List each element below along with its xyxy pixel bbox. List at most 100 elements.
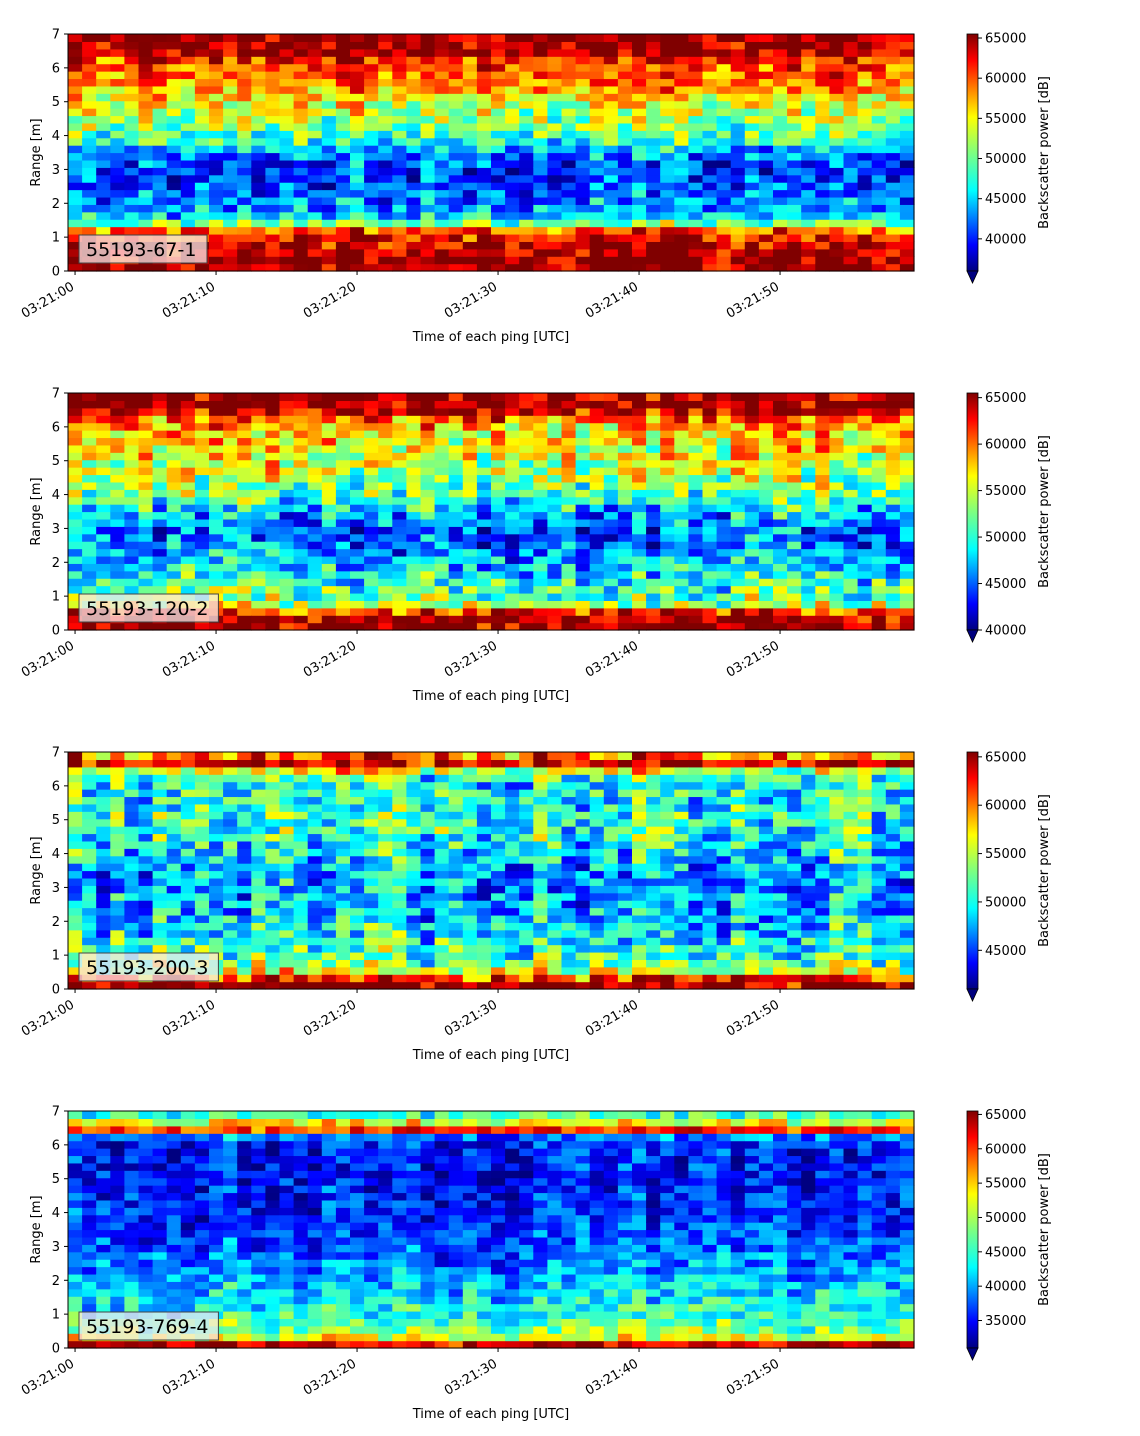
heatmap-cell [265, 578, 281, 587]
heatmap-cell [265, 944, 281, 953]
heatmap-cell [575, 518, 591, 527]
heatmap-cell [462, 511, 478, 520]
heatmap-cell [476, 400, 492, 409]
heatmap-cell [321, 752, 337, 761]
heatmap-cell [307, 563, 323, 572]
heatmap-cell [617, 71, 633, 80]
heatmap-cell [138, 137, 154, 146]
colorbar-tick-label: 40000 [985, 624, 1026, 639]
heatmap-cell [899, 34, 915, 43]
heatmap-cell [505, 481, 520, 490]
heatmap-cell [815, 48, 830, 57]
heatmap-cell [632, 71, 647, 80]
heatmap-cell [815, 496, 830, 505]
heatmap-cell [265, 840, 281, 849]
heatmap-cell [773, 108, 788, 117]
heatmap-cell [519, 467, 534, 476]
heatmap-cell [406, 130, 422, 139]
heatmap-cell [561, 622, 577, 631]
heatmap-cell [519, 189, 534, 198]
heatmap-cell [237, 248, 252, 257]
heatmap-cell [744, 85, 760, 94]
heatmap-cell [110, 63, 125, 72]
heatmap-cell [589, 541, 605, 550]
heatmap-cell [96, 430, 111, 439]
heatmap-cell [378, 585, 393, 594]
heatmap-cell [124, 541, 140, 550]
heatmap-cell [180, 211, 196, 220]
heatmap-cell [674, 437, 689, 446]
heatmap-cell [632, 78, 647, 87]
heatmap-cell [716, 600, 732, 609]
heatmap-cell [491, 182, 506, 191]
heatmap-cell [209, 885, 224, 894]
heatmap-cell [547, 108, 563, 117]
heatmap-cell [603, 182, 619, 191]
heatmap-cell [547, 189, 563, 198]
heatmap-cell [321, 182, 337, 191]
heatmap-cell [632, 263, 647, 272]
heatmap-cell [392, 145, 407, 154]
heatmap-cell [491, 848, 506, 857]
heatmap-cell [293, 966, 309, 975]
heatmap-cell [251, 511, 266, 520]
heatmap-cell [843, 256, 859, 265]
heatmap-cell [307, 555, 323, 564]
heatmap-cell [378, 563, 393, 572]
heatmap-cell [801, 34, 816, 43]
heatmap-cell [448, 122, 464, 131]
colorbar-tick-label: 45000 [985, 577, 1026, 592]
heatmap-cell [505, 145, 520, 154]
heatmap-cell [533, 533, 548, 542]
heatmap-cell [646, 204, 661, 213]
heatmap-cell [603, 204, 619, 213]
heatmap-cell [194, 93, 210, 102]
heatmap-cell [899, 100, 915, 109]
heatmap-cell [279, 759, 295, 768]
heatmap-cell [702, 533, 718, 542]
heatmap-cell [787, 555, 802, 564]
heatmap-cell [406, 870, 422, 879]
heatmap-cell [124, 855, 140, 864]
heatmap-cell [350, 182, 365, 191]
heatmap-cell [420, 93, 436, 102]
heatmap-cell [575, 415, 591, 424]
heatmap-cell [321, 48, 337, 57]
heatmap-cell [307, 877, 323, 886]
heatmap-cell [871, 467, 887, 476]
heatmap-cell [688, 467, 704, 476]
heatmap-cell [279, 452, 295, 461]
heatmap-cell [702, 115, 718, 124]
heatmap-cell [857, 496, 873, 505]
heatmap-cell [491, 452, 506, 461]
heatmap-cell [152, 152, 168, 161]
heatmap-cell [505, 407, 520, 416]
heatmap-cell [265, 555, 281, 564]
heatmap-cell [406, 563, 422, 572]
heatmap-cell [152, 578, 168, 587]
heatmap-cell [716, 578, 732, 587]
heatmap-cell [321, 78, 337, 87]
heatmap-cell [138, 811, 154, 820]
heatmap-cell [321, 877, 337, 886]
heatmap-cell [420, 489, 436, 498]
heatmap-cell [237, 145, 252, 154]
heatmap-cell [561, 541, 577, 550]
heatmap-cell [350, 71, 365, 80]
heatmap-cell [462, 541, 478, 550]
heatmap-cell [462, 152, 478, 161]
heatmap-cell [773, 263, 788, 272]
heatmap-cell [82, 578, 97, 587]
heatmap-cell [293, 233, 309, 242]
heatmap-cell [194, 48, 210, 57]
heatmap-cell [223, 833, 238, 842]
heatmap-cell [279, 789, 295, 798]
heatmap-cell [335, 34, 351, 43]
heatmap-cell [533, 555, 548, 564]
heatmap-cell [378, 863, 393, 872]
heatmap-cell [899, 56, 915, 65]
heatmap-cell [237, 108, 252, 117]
heatmap-cell [392, 907, 407, 916]
heatmap-cell [801, 555, 816, 564]
heatmap-cell [378, 533, 393, 542]
